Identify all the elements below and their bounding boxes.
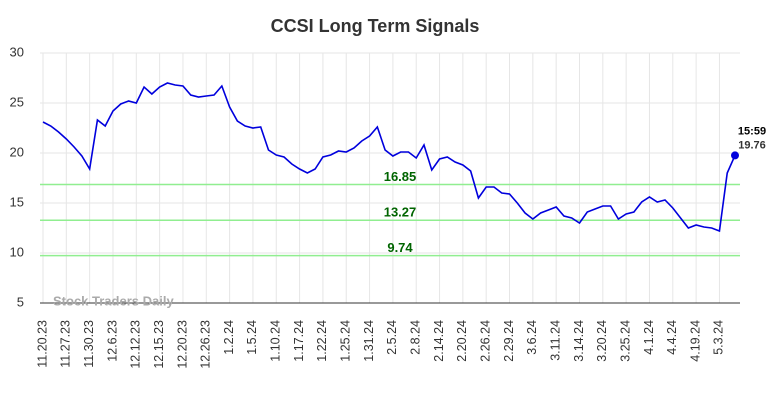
x-tick-label: 12.12.23 xyxy=(129,320,143,369)
x-tick-label: 4.1.24 xyxy=(642,320,656,355)
x-tick-label: 5.3.24 xyxy=(712,320,726,355)
x-tick-label: 2.5.24 xyxy=(385,320,399,355)
x-tick-label: 4.4.24 xyxy=(665,320,679,355)
x-tick-label: 1.5.24 xyxy=(245,320,259,355)
x-tick-label: 12.6.23 xyxy=(105,320,119,362)
x-tick-label: 12.15.23 xyxy=(152,320,166,369)
x-tick-label: 3.25.24 xyxy=(618,320,632,362)
y-tick-label: 25 xyxy=(10,94,24,109)
x-tick-label: 4.19.24 xyxy=(688,320,702,362)
x-tick-label: 3.14.24 xyxy=(572,320,586,362)
y-tick-label: 15 xyxy=(10,194,24,209)
x-tick-label: 11.27.23 xyxy=(59,320,73,368)
signal-label: 13.27 xyxy=(384,205,417,220)
signal-label: 16.85 xyxy=(384,169,417,184)
x-tick-label: 3.20.24 xyxy=(595,320,609,362)
y-tick-label: 10 xyxy=(10,244,24,259)
x-tick-label: 1.10.24 xyxy=(269,320,283,362)
y-tick-label: 30 xyxy=(10,44,24,59)
last-time: 15:59 xyxy=(738,125,766,137)
x-tick-label: 2.8.24 xyxy=(409,320,423,355)
x-tick-label: 11.30.23 xyxy=(82,320,96,368)
x-tick-label: 2.29.24 xyxy=(502,320,516,362)
x-tick-label: 12.20.23 xyxy=(175,320,189,369)
x-tick-label: 12.26.23 xyxy=(199,320,213,369)
last-point xyxy=(731,151,739,160)
x-tick-label: 1.31.24 xyxy=(362,320,376,362)
x-tick-label: 1.17.24 xyxy=(292,320,306,362)
x-tick-label: 1.25.24 xyxy=(339,320,353,362)
chart-title: CCSI Long Term Signals xyxy=(271,16,480,36)
y-tick-label: 20 xyxy=(10,144,24,159)
x-tick-label: 2.14.24 xyxy=(432,320,446,362)
last-value: 19.76 xyxy=(738,139,766,151)
x-tick-label: 1.2.24 xyxy=(222,320,236,355)
signal-label: 9.74 xyxy=(387,240,413,255)
x-tick-label: 11.20.23 xyxy=(35,320,49,368)
watermark: Stock Traders Daily xyxy=(53,293,174,308)
y-tick-label: 5 xyxy=(17,294,24,309)
price-line xyxy=(42,82,736,233)
x-tick-label: 2.20.24 xyxy=(455,320,469,362)
x-tick-label: 3.6.24 xyxy=(525,320,539,355)
x-tick-label: 2.26.24 xyxy=(478,320,492,362)
x-tick-label: 3.11.24 xyxy=(548,320,562,361)
x-tick-label: 1.22.24 xyxy=(315,320,329,362)
